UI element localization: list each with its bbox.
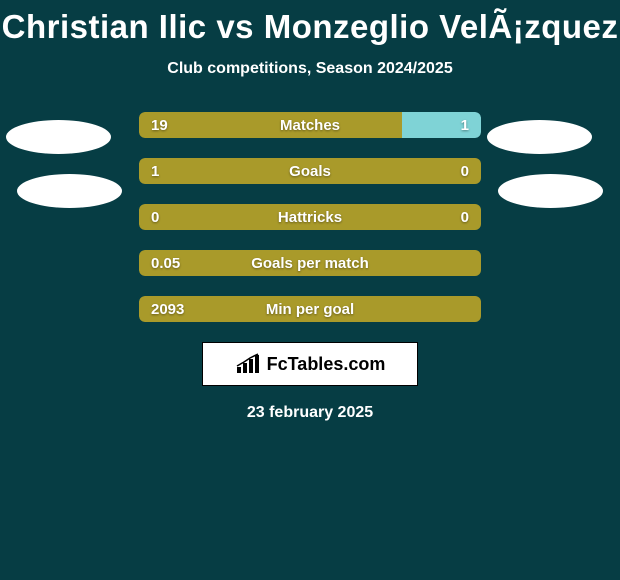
stat-bar-left (139, 296, 481, 322)
stat-value-left: 0.05 (151, 250, 180, 276)
stat-value-left: 2093 (151, 296, 184, 322)
page-title: Christian Ilic vs Monzeglio VelÃ¡zquez (0, 0, 620, 46)
logo-box: FcTables.com (202, 342, 418, 386)
chart-icon (235, 353, 263, 375)
stat-value-right: 1 (461, 112, 469, 138)
stat-bar-left (139, 250, 481, 276)
stat-row: Goals10 (139, 158, 481, 184)
stat-value-right: 0 (461, 204, 469, 230)
stat-value-left: 19 (151, 112, 168, 138)
stat-bar-left (139, 158, 481, 184)
date-text: 23 february 2025 (0, 404, 620, 422)
stat-row: Goals per match0.05 (139, 250, 481, 276)
stat-value-left: 0 (151, 204, 159, 230)
stat-row: Hattricks00 (139, 204, 481, 230)
stat-row: Matches191 (139, 112, 481, 138)
stat-bar-right (402, 112, 481, 138)
logo-text: FcTables.com (267, 354, 386, 375)
stat-bar-left (139, 112, 402, 138)
stat-value-left: 1 (151, 158, 159, 184)
avatar (6, 120, 111, 154)
avatar (17, 174, 122, 208)
avatar (487, 120, 592, 154)
avatar (498, 174, 603, 208)
stat-bar-left (139, 204, 481, 230)
subtitle: Club competitions, Season 2024/2025 (0, 60, 620, 78)
stat-row: Min per goal2093 (139, 296, 481, 322)
stat-value-right: 0 (461, 158, 469, 184)
